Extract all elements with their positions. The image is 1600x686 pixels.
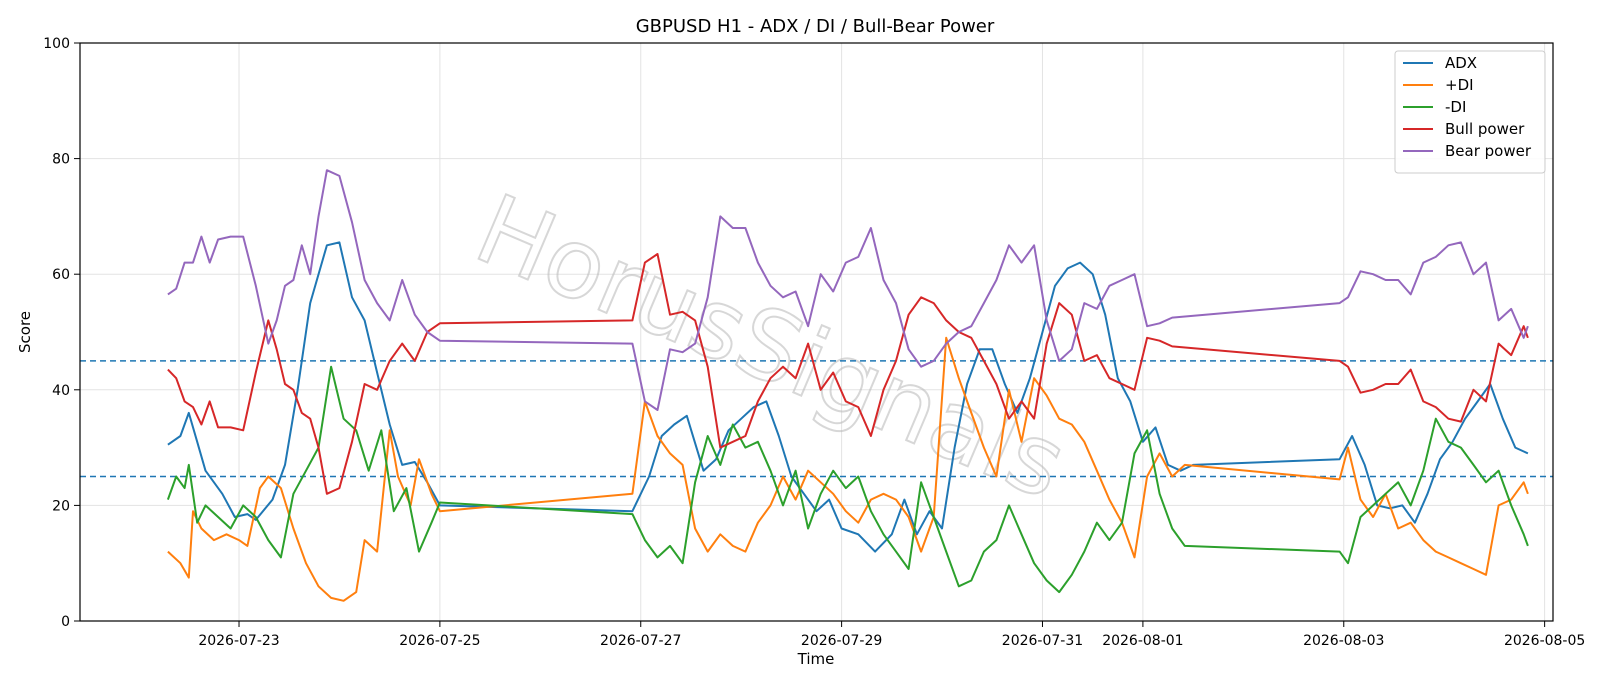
series-line-di	[166, 365, 1529, 594]
x-axis-title: Time	[797, 650, 835, 668]
y-tick-label: 80	[52, 152, 70, 168]
series-line-di	[167, 336, 1529, 602]
reference-lines	[80, 360, 1553, 478]
y-tick-label: 40	[52, 383, 70, 399]
y-axis-ticks: 0 20 40 60 80 100	[43, 36, 80, 630]
y-tick-label: 100	[43, 36, 70, 52]
chart-title: GBPUSD H1 - ADX / DI / Bull-Bear Power	[636, 16, 995, 37]
x-tick-label: 2026-08-01	[1102, 633, 1183, 649]
x-tick-label: 2026-07-23	[198, 633, 279, 649]
x-tick-label: 2026-08-05	[1504, 633, 1585, 649]
x-tick-label: 2026-07-27	[600, 633, 681, 649]
x-tick-label: 2026-08-03	[1303, 633, 1384, 649]
x-tick-label: 2026-07-31	[1002, 633, 1083, 649]
legend-label: -DI	[1445, 98, 1466, 116]
legend: ADX +DI -DI Bull power Bear power	[1394, 50, 1546, 174]
x-tick-label: 2026-07-29	[801, 633, 882, 649]
series-line-bear-power	[167, 169, 1529, 411]
y-tick-label: 20	[52, 498, 70, 514]
legend-label: Bull power	[1445, 120, 1525, 138]
series-line-bull-power	[167, 253, 1529, 495]
y-tick-label: 60	[52, 267, 70, 283]
plot-frame	[79, 42, 1554, 622]
series-line-adx	[167, 241, 1529, 553]
y-axis-title: Score	[16, 311, 34, 353]
legend-label: ADX	[1445, 54, 1477, 72]
y-tick-label: 0	[61, 614, 70, 630]
series-lines	[166, 169, 1529, 602]
legend-label: +DI	[1445, 76, 1474, 94]
legend-box	[1394, 50, 1546, 174]
legend-label: Bear power	[1445, 142, 1532, 160]
x-axis-ticks: 2026-07-23 2026-07-25 2026-07-27 2026-07-29…	[198, 621, 1585, 649]
x-tick-label: 2026-07-25	[399, 633, 480, 649]
